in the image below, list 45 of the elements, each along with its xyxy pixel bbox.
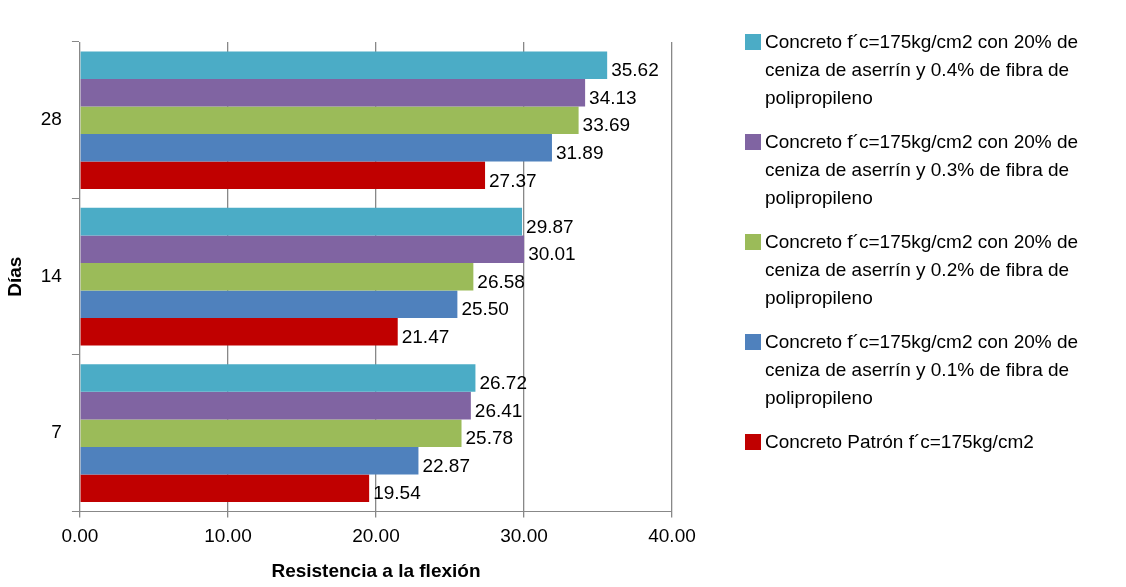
data-label: 29.87 (526, 215, 574, 237)
x-tick-label: 20.00 (352, 525, 400, 547)
data-label: 25.78 (465, 427, 514, 449)
bar (80, 262, 474, 291)
bar (80, 134, 552, 162)
bar (80, 207, 523, 236)
x-tick-label: 10.00 (204, 525, 252, 547)
data-label: 26.41 (474, 399, 523, 421)
bar (80, 51, 608, 79)
legend-label: Concreto f´c=175kg/cm2 con 20% de ceniza de aserrín y 0.4% de fibra de polipropileno (765, 30, 1080, 110)
data-label: 34.13 (589, 86, 637, 108)
data-label: 33.69 (582, 114, 631, 136)
y-tick-label: 7 (51, 421, 62, 443)
bar (80, 78, 586, 107)
data-label: 31.89 (555, 142, 604, 164)
bar (80, 318, 398, 346)
data-label: 25.50 (461, 298, 509, 320)
x-tick-label: 0.00 (61, 525, 99, 547)
data-label: 26.58 (477, 270, 525, 292)
bar (80, 446, 419, 475)
data-label: 27.37 (489, 169, 537, 191)
x-tick-label: 30.00 (500, 525, 548, 547)
legend-label: Concreto f´c=175kg/cm2 con 20% de ceniza de aserrín y 0.1% de fibra de polipropileno (765, 330, 1080, 410)
bar (80, 235, 525, 263)
bar (80, 106, 579, 134)
y-tick-label: 28 (40, 108, 62, 130)
bar (80, 391, 471, 420)
data-label: 19.54 (373, 482, 422, 504)
legend-label: Concreto f´c=175kg/cm2 con 20% de ceniza de aserrín y 0.3% de fibra de polipropileno (765, 130, 1080, 210)
data-label: 35.62 (611, 59, 659, 81)
bar (80, 161, 486, 190)
data-label: 26.72 (479, 372, 527, 394)
x-axis-title: Resistencia a la flexión (271, 559, 481, 581)
y-axis-title: Días (3, 256, 25, 297)
bar (80, 364, 476, 392)
bar (80, 474, 370, 503)
data-label: 21.47 (401, 326, 450, 348)
data-label: 22.87 (422, 454, 470, 476)
y-tick-label: 14 (40, 264, 63, 286)
bar (80, 419, 462, 447)
bar (80, 290, 458, 319)
legend-label: Concreto f´c=175kg/cm2 con 20% de ceniza de aserrín y 0.2% de fibra de polipropileno (765, 230, 1080, 310)
legend-label: Concreto Patrón f´c=175kg/cm2 (765, 430, 1034, 454)
x-tick-label: 40.00 (648, 525, 696, 547)
data-label: 30.01 (528, 243, 576, 265)
